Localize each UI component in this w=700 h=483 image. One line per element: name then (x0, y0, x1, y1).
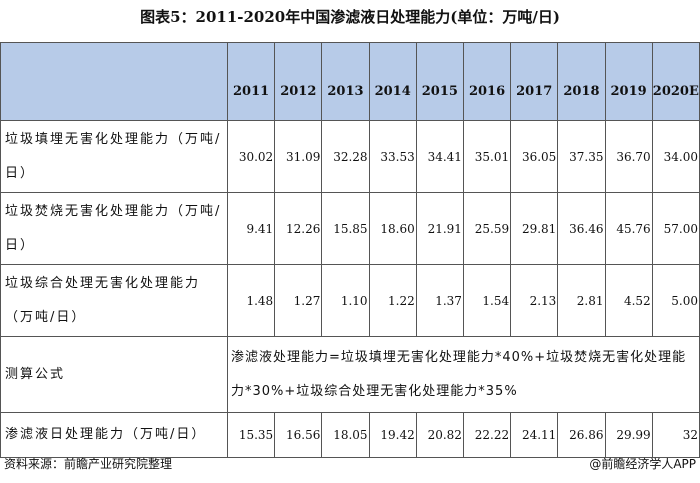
value-cell: 16.56 (274, 412, 323, 458)
formula-row: 测算公式 渗滤液处理能力=垃圾填埋无害化处理能力*40%+垃圾焚烧无害化处理能力*… (0, 336, 700, 413)
value-cell: 22.22 (462, 412, 512, 458)
value-cell: 1.48 (226, 264, 276, 337)
value-cell: 1.54 (462, 264, 512, 337)
value-cell: 25.59 (462, 192, 512, 265)
table-row: 垃圾焚烧无害化处理能力（万吨/日） 9.41 12.26 15.85 18.60 21.9… (0, 192, 700, 265)
value-cell: 2.13 (510, 264, 559, 337)
value-cell: 1.27 (274, 264, 323, 337)
value-cell: 24.11 (510, 412, 559, 458)
value-cell: 26.86 (557, 412, 606, 458)
value-cell: 57.00 (651, 192, 700, 265)
header-cell: 2018 (557, 42, 606, 121)
header-cell: 2019 (604, 42, 653, 121)
value-cell: 12.26 (274, 192, 323, 265)
header-row: 2011 2012 2013 2014 2015 2016 2017 2018 2019 2020… (0, 42, 700, 121)
value-cell: 2.81 (557, 264, 606, 337)
value-cell: 30.02 (226, 120, 276, 193)
value-cell: 4.52 (604, 264, 653, 337)
value-cell: 34.41 (415, 120, 464, 193)
header-cell: 2011 (226, 42, 276, 121)
title: 图表5：2011-2020年中国渗滤液日处理能力(单位：万吨/日) (140, 8, 560, 26)
brand: @前瞻经济学人APP (589, 457, 696, 471)
value-cell: 1.22 (368, 264, 417, 337)
value-cell: 5.00 (651, 264, 700, 337)
header-cell: 2014 (368, 42, 417, 121)
value-cell: 35.01 (462, 120, 512, 193)
header-cell: 2016 (462, 42, 512, 121)
header-cell (0, 42, 228, 121)
value-cell: 19.42 (368, 412, 417, 458)
value-cell: 32 (651, 412, 700, 458)
row-label: 垃圾焚烧无害化处理能力（万吨/日） (0, 192, 228, 265)
value-cell: 15.35 (226, 412, 276, 458)
value-cell: 29.99 (604, 412, 653, 458)
row-label: 垃圾填埋无害化处理能力（万吨/日） (0, 120, 228, 193)
value-cell: 1.10 (321, 264, 370, 337)
value-cell: 18.05 (321, 412, 370, 458)
header-cell: 2020E (651, 42, 700, 121)
value-cell: 18.60 (368, 192, 417, 265)
value-cell: 37.35 (557, 120, 606, 193)
value-cell: 36.05 (510, 120, 559, 193)
formula-text: 渗滤液处理能力=垃圾填埋无害化处理能力*40%+垃圾焚烧无害化处理能力*30%+… (227, 336, 700, 413)
value-cell: 36.46 (557, 192, 606, 265)
value-cell: 1.37 (415, 264, 464, 337)
value-cell: 20.82 (415, 412, 464, 458)
table-row: 垃圾填埋无害化处理能力（万吨/日） 30.02 31.09 32.28 33.53 34.… (0, 120, 700, 193)
row-label: 渗滤液日处理能力（万吨/日） (0, 412, 228, 458)
value-cell: 45.76 (604, 192, 653, 265)
value-cell: 31.09 (274, 120, 323, 193)
data-table: 2011 2012 2013 2014 2015 2016 2017 2018 2019 2020… (0, 42, 700, 458)
value-cell: 29.81 (510, 192, 559, 265)
value-cell: 15.85 (321, 192, 370, 265)
value-cell: 21.91 (415, 192, 464, 265)
value-cell: 9.41 (226, 192, 276, 265)
header-cell: 2017 (510, 42, 559, 121)
header-cell: 2013 (321, 42, 370, 121)
table-row: 渗滤液日处理能力（万吨/日） 15.35 16.56 18.05 19.42 20.82 2… (0, 412, 700, 458)
table-row: 垃圾综合处理无害化处理能力（万吨/日） 1.48 1.27 1.10 1.22 1.37 1… (0, 264, 700, 337)
value-cell: 33.53 (368, 120, 417, 193)
value-cell: 36.70 (604, 120, 653, 193)
row-label: 测算公式 (0, 336, 228, 413)
header-cell: 2015 (415, 42, 464, 121)
row-label: 垃圾综合处理无害化处理能力（万吨/日） (0, 264, 228, 337)
value-cell: 32.28 (321, 120, 370, 193)
header-cell: 2012 (274, 42, 323, 121)
source: 资料来源：前瞻产业研究院整理 (4, 457, 173, 471)
value-cell: 34.00 (651, 120, 700, 193)
